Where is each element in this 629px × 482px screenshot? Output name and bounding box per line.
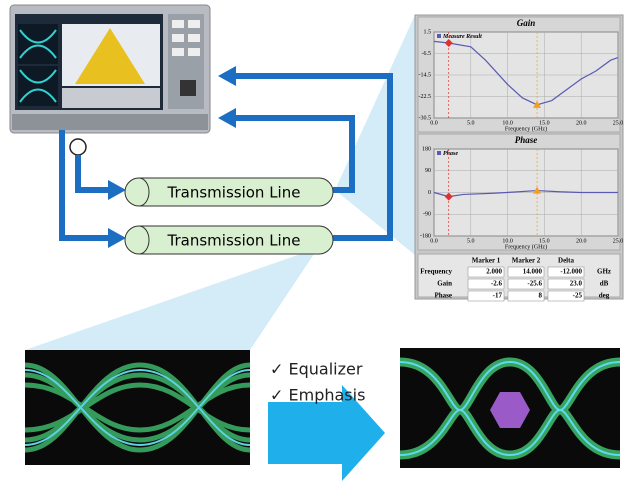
x-tick-label: 25.0 bbox=[613, 120, 624, 126]
cell-value: -12.000 bbox=[560, 268, 582, 276]
zoom-wedge bbox=[335, 15, 415, 255]
x-tick-label: 20.0 bbox=[576, 238, 587, 244]
x-axis-label: Frequency (GHz) bbox=[505, 125, 547, 132]
legend-label: Phase bbox=[443, 151, 458, 157]
row-label: Gain bbox=[437, 280, 452, 288]
y-tick-label: 90 bbox=[425, 168, 431, 174]
y-tick-label: -30.5 bbox=[419, 115, 432, 121]
cell-value: -17 bbox=[493, 292, 503, 300]
diagram: Transmission Line Transmission Line ✓ Eq… bbox=[0, 0, 629, 482]
x-tick-label: 0.0 bbox=[430, 120, 438, 126]
unit: GHz bbox=[597, 268, 611, 276]
cell-value: -25.6 bbox=[527, 280, 542, 288]
transmission-line: Transmission Line Transmission Line bbox=[125, 178, 333, 254]
technique: ✓ Equalizer bbox=[270, 360, 363, 379]
legend-swatch bbox=[437, 151, 441, 155]
chart-title: Phase bbox=[515, 135, 538, 145]
y-tick-label: 180 bbox=[422, 146, 431, 152]
row-label: Phase bbox=[435, 292, 453, 300]
x-tick-label: 25.0 bbox=[613, 238, 624, 244]
y-tick-label: -14.5 bbox=[419, 72, 432, 78]
link-label: Transmission Line bbox=[167, 184, 301, 202]
eye-after bbox=[400, 348, 620, 468]
x-axis-label: Frequency (GHz) bbox=[505, 243, 547, 250]
y-tick-label: 1.5 bbox=[424, 29, 432, 35]
zoom-wedge bbox=[25, 248, 318, 350]
x-tick-label: 20.0 bbox=[576, 120, 587, 126]
unit: dB bbox=[600, 280, 609, 288]
x-tick-label: 0.0 bbox=[430, 238, 438, 244]
cell-value: 8 bbox=[539, 292, 543, 300]
y-tick-label: -22.5 bbox=[419, 94, 432, 100]
table-header: Marker 2 bbox=[512, 257, 541, 265]
x-tick-label: 5.0 bbox=[467, 238, 475, 244]
y-tick-label: 0 bbox=[428, 190, 431, 196]
chart-title: Gain bbox=[517, 18, 536, 28]
row-label: Frequency bbox=[420, 268, 452, 276]
cell-value: 2.000 bbox=[486, 268, 502, 276]
y-tick-label: -90 bbox=[423, 212, 431, 218]
x-tick-label: 5.0 bbox=[467, 120, 475, 126]
cell-value: -2.6 bbox=[491, 280, 503, 288]
eye-before bbox=[25, 350, 250, 465]
link-label: Transmission Line bbox=[167, 232, 301, 250]
cell-value: -25 bbox=[573, 292, 583, 300]
legend-label: Measure Result bbox=[442, 34, 482, 40]
unit: deg bbox=[599, 292, 610, 300]
cell-value: 14.000 bbox=[523, 268, 543, 276]
legend-swatch bbox=[437, 34, 441, 38]
y-tick-label: -6.5 bbox=[422, 51, 432, 57]
table-header: Marker 1 bbox=[472, 257, 501, 265]
table-header: Delta bbox=[558, 257, 574, 265]
instrument bbox=[10, 5, 210, 155]
technique: ✓ Emphasis bbox=[270, 386, 365, 405]
cell-value: 23.0 bbox=[570, 280, 583, 288]
